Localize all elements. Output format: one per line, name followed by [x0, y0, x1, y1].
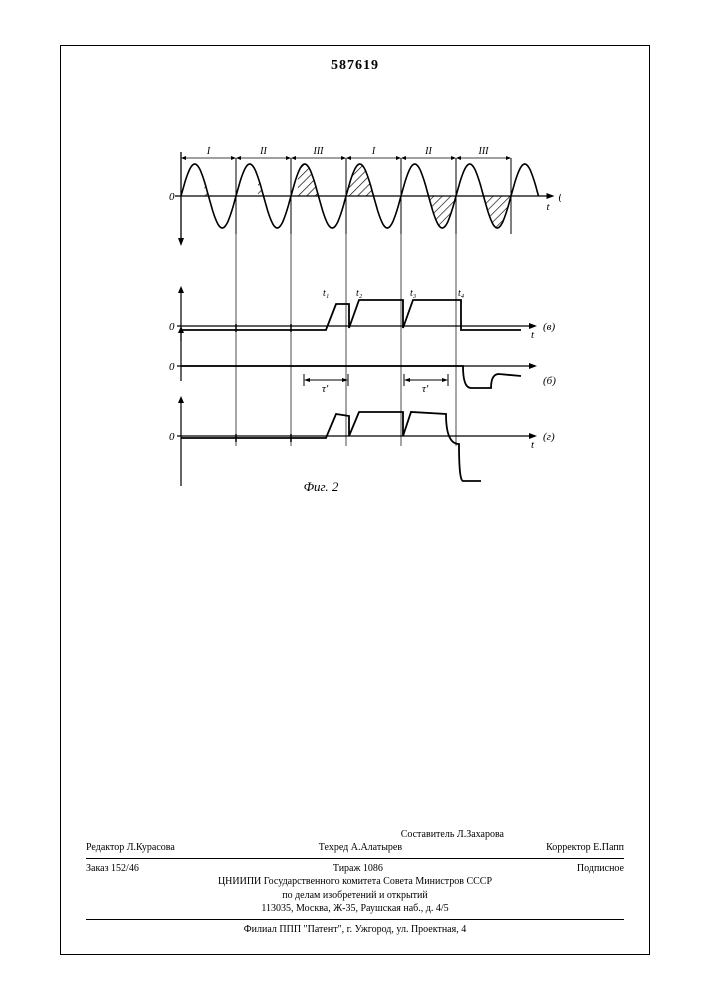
svg-text:t₃: t₃ [410, 288, 417, 299]
svg-text:III: III [478, 146, 490, 157]
svg-text:II: II [259, 146, 267, 157]
svg-text:III: III [313, 146, 325, 157]
order-number: Заказ 152/46 [86, 862, 139, 876]
page-frame: 587619 0tIIIIIIIIIIII(а)0t(в)t₁t₂t₃t₄0(б… [60, 45, 650, 955]
org-line1: ЦНИИПИ Государственного комитета Совета … [86, 875, 624, 889]
svg-text:(а): (а) [559, 191, 562, 203]
compiler-label: Составитель Л.Захарова [401, 828, 504, 842]
corrector: Корректор Е.Папп [546, 841, 624, 855]
svg-text:t₂: t₂ [356, 288, 363, 299]
svg-text:(б): (б) [543, 375, 556, 387]
svg-text:0: 0 [169, 361, 175, 373]
svg-text:t: t [531, 329, 535, 341]
svg-text:τ': τ' [422, 383, 429, 395]
svg-text:t₄: t₄ [458, 288, 465, 299]
divider-2 [86, 919, 624, 920]
svg-text:t: t [547, 201, 551, 213]
svg-text:(в): (в) [543, 321, 555, 333]
divider [86, 858, 624, 859]
svg-text:t: t [531, 439, 535, 451]
tirage: Тираж 1086 [333, 862, 383, 876]
svg-text:τ': τ' [322, 383, 329, 395]
document-number: 587619 [331, 58, 379, 74]
svg-text:I: I [206, 146, 211, 157]
editor: Редактор Л.Курасова [86, 841, 175, 855]
svg-text:I: I [371, 146, 376, 157]
svg-text:(г): (г) [543, 431, 555, 443]
svg-text:0: 0 [169, 321, 175, 333]
figure-svg: 0tIIIIIIIIIIII(а)0t(в)t₁t₂t₃t₄0(б)τ'τ'0t… [161, 146, 561, 506]
figure-2: 0tIIIIIIIIIIII(а)0t(в)t₁t₂t₃t₄0(б)τ'τ'0t… [161, 146, 561, 506]
footer: Составитель Л.Захарова Редактор Л.Курасо… [86, 828, 624, 937]
svg-text:t₁: t₁ [323, 288, 329, 299]
subscription: Подписное [577, 862, 624, 876]
svg-text:II: II [424, 146, 432, 157]
address-line: 113035, Москва, Ж-35, Раушская наб., д. … [86, 902, 624, 916]
svg-text:Фиг. 2: Фиг. 2 [304, 479, 339, 494]
org-line2: по делам изобретений и открытий [86, 889, 624, 903]
techred: Техред А.Алатырев [319, 841, 402, 855]
branch-line: Филиал ППП "Патент", г. Ужгород, ул. Про… [86, 923, 624, 937]
svg-text:0: 0 [169, 431, 175, 443]
svg-text:0: 0 [169, 191, 175, 203]
